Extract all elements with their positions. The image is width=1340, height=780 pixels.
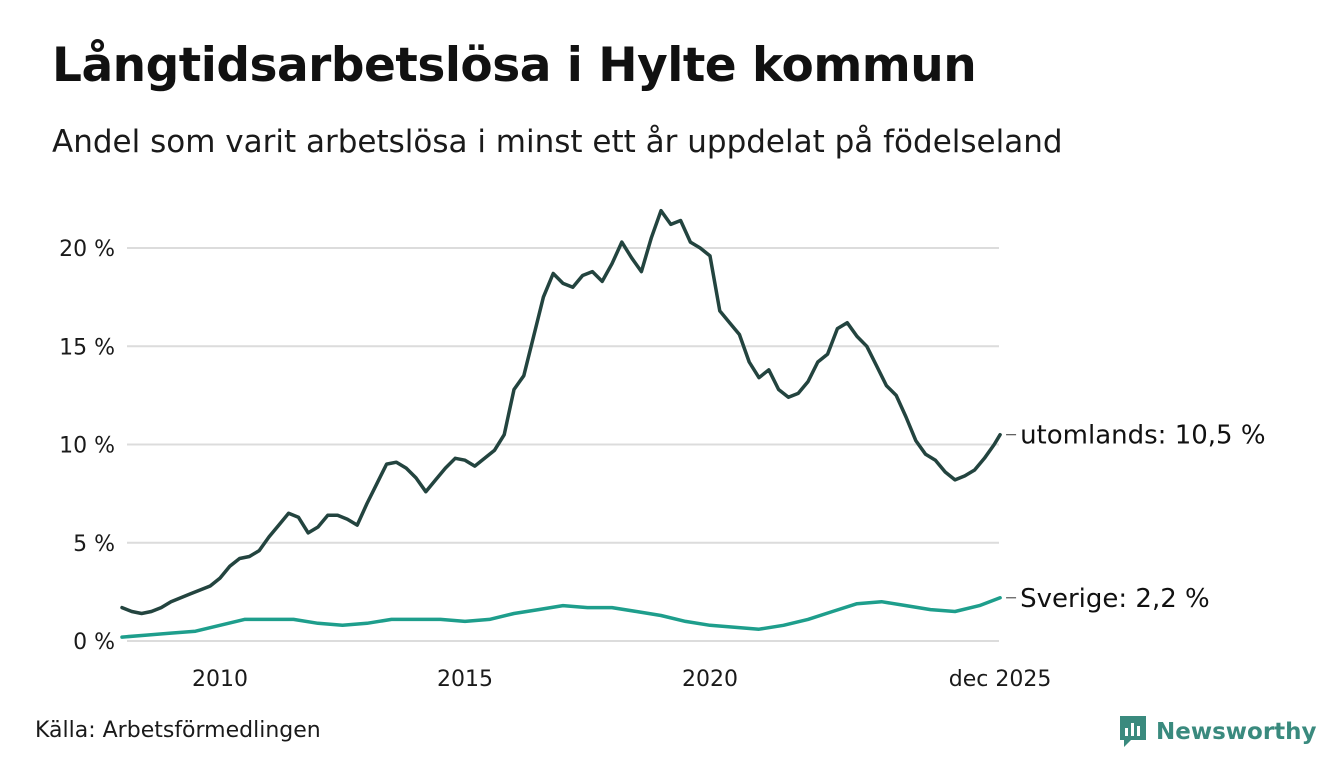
y-axis-ticks: 0 % 5 % 10 % 15 % 20 % <box>59 237 115 655</box>
end-label-utomlands: utomlands: 10,5 % <box>1020 421 1265 451</box>
x-tick-label: 2010 <box>192 667 248 692</box>
y-tick-label: 15 % <box>59 335 115 360</box>
y-tick-label: 5 % <box>73 532 115 557</box>
series-end-labels: utomlands: 10,5 % Sverige: 2,2 % <box>1006 421 1266 614</box>
grid-lines <box>127 247 999 642</box>
series-line-utomlands <box>120 208 1002 616</box>
source-note: Källa: Arbetsförmedlingen <box>35 718 321 743</box>
x-axis-ticks: 2010 2015 2020 dec 2025 <box>192 667 1051 692</box>
brand-name: Newsworthy <box>1156 719 1317 745</box>
y-tick-label: 10 % <box>59 434 115 459</box>
page-title: Långtidsarbetslösa i Hylte kommun <box>52 38 977 93</box>
y-tick-label: 20 % <box>59 237 115 262</box>
newsworthy-chart-icon <box>1120 716 1146 747</box>
x-tick-label: dec 2025 <box>949 667 1052 692</box>
x-tick-label: 2020 <box>682 667 738 692</box>
x-tick-label: 2015 <box>437 667 493 692</box>
series-lines <box>120 208 1002 639</box>
end-label-sverige: Sverige: 2,2 % <box>1020 584 1210 614</box>
page-subtitle: Andel som varit arbetslösa i minst ett å… <box>52 124 1063 160</box>
brand-logo[interactable]: Newsworthy <box>1118 713 1317 751</box>
series-line-sverige <box>120 596 1002 639</box>
y-tick-label: 0 % <box>73 630 115 655</box>
